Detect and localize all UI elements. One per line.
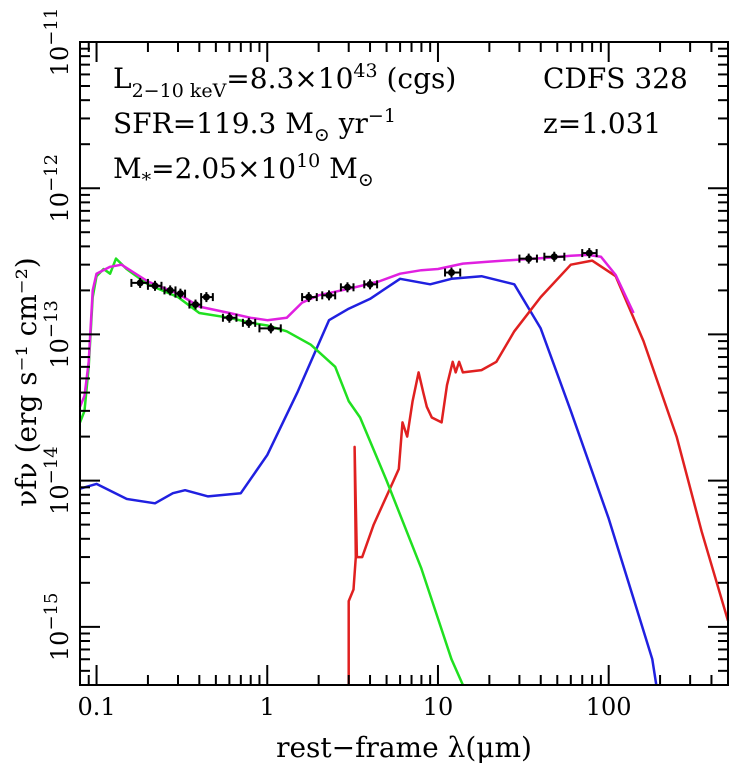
data-point [174,288,187,299]
data-point [321,290,337,301]
series-star-formation [347,259,730,685]
data-point [581,248,598,259]
series-host-galaxy [78,257,465,686]
data-point [221,312,238,323]
series-total-model [78,253,635,408]
x-axis-title: rest−frame λ(μm) [276,731,532,764]
series-layer [78,253,730,686]
data-point [146,280,163,291]
sfr-annotation: SFR=119.3 M⊙ yr−1 [113,105,396,146]
x-tick-label: 10 [423,693,454,721]
redshift-label: z=1.031 [543,107,661,140]
data-point [130,277,149,288]
y-tick-label: 10−11 [41,8,74,77]
y-axis-title: νfν (erg s⁻¹ cm⁻²) [10,257,43,506]
data-point [301,292,318,303]
source-name: CDFS 328 [543,62,688,95]
stellar-mass-annotation: M*=2.05×1010 M⊙ [113,150,374,191]
lx-annotation: L2−10 keV=8.3×1043 (cgs) [113,60,456,102]
x-tick-label: 0.1 [77,693,115,721]
data-point [543,251,566,262]
data-point [518,253,538,264]
axis-tick-labels: 0.1 1 10 100 10−11 10−12 10−13 10−14 10−15 [41,8,632,721]
data-point [363,279,379,290]
plot-frame [79,41,729,686]
y-tick-label: 10−14 [41,446,74,515]
observations-layer [130,248,598,334]
data-point [241,317,257,328]
data-point [339,282,355,293]
x-tick-label: 1 [260,693,275,721]
axis-ticks [79,41,729,686]
series-agn [79,274,658,686]
data-point [163,285,177,296]
data-point [200,292,214,303]
y-tick-label: 10−12 [41,154,74,223]
y-tick-label: 10−13 [41,300,74,369]
x-tick-label: 100 [586,693,632,721]
data-point [258,323,282,334]
data-point [444,267,462,278]
data-point [188,299,203,310]
y-tick-label: 10−15 [41,593,74,662]
